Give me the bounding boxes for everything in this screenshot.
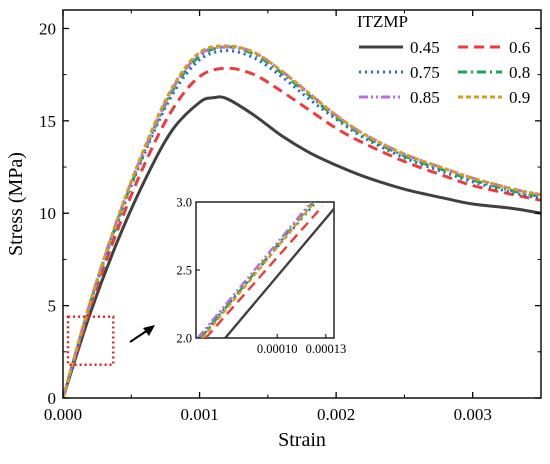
inset-series-line-0.6 [204, 205, 324, 338]
zoom-region-box [66, 315, 115, 366]
x-tick-label: 0.001 [180, 405, 218, 424]
legend-label-0.6: 0.6 [509, 38, 530, 57]
y-axis-label: Stress (MPa) [5, 152, 27, 256]
x-tick-label: 0.003 [454, 405, 492, 424]
inset-y-tick-label: 2.0 [176, 332, 192, 346]
inset-plot: 0.00010 0.00013 2.0 2.5 3.0 [176, 196, 346, 357]
inset-series-group [196, 202, 334, 338]
legend-label-0.8: 0.8 [509, 63, 530, 82]
plot-frame [62, 9, 542, 399]
legend-label-0.45: 0.45 [410, 38, 440, 57]
inset-y-tick-label: 2.5 [176, 264, 192, 278]
inset-series-line-0.85 [196, 202, 313, 338]
inset-series-line-0.8 [199, 202, 314, 338]
series-line-0.9 [63, 44, 541, 398]
legend-label-0.75: 0.75 [410, 63, 440, 82]
legend-label-0.9: 0.9 [509, 88, 530, 107]
legend-items: 0.45 0.6 0.75 0.8 0.85 0.9 [359, 38, 530, 107]
zoom-arrow [129, 325, 155, 343]
x-axis-label: Strain [278, 429, 326, 451]
zoom-box [66, 315, 115, 366]
inset-x-tick-label: 0.00010 [257, 342, 298, 356]
inset-series-line-0.9 [201, 202, 316, 338]
y-tick-label: 20 [39, 19, 56, 38]
x-tick-label: 0.002 [317, 405, 355, 424]
legend-title: ITZMP [357, 12, 408, 31]
x-tick-label: 0.000 [44, 405, 82, 424]
series-line-0.6 [63, 66, 541, 398]
y-tick-label: 15 [39, 112, 56, 131]
inset-x-tick-label: 0.00013 [306, 342, 347, 356]
legend: ITZMP 0.45 0.6 0.75 0.8 0.85 0.9 [357, 12, 530, 107]
y-tick-label: 5 [48, 297, 57, 316]
main-series-group [63, 44, 541, 398]
inset-series-line-0.45 [224, 208, 334, 338]
inset-y-tick-label: 3.0 [176, 196, 192, 210]
y-tick-label: 10 [39, 204, 56, 223]
axes: 0.000 0.001 0.002 0.003 0 5 10 15 20 [39, 9, 542, 424]
series-line-0.45 [63, 95, 541, 398]
inset-axes: 0.00010 0.00013 2.0 2.5 3.0 [176, 196, 346, 357]
legend-label-0.85: 0.85 [410, 88, 440, 107]
y-tick-label: 0 [48, 389, 57, 408]
